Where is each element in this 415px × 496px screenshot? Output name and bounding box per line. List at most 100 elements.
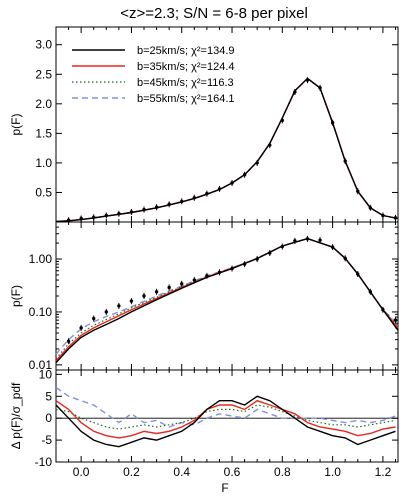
legend-label-b25: b=25km/s; χ²=134.9: [137, 45, 235, 57]
y-tick-label: 0.01: [29, 358, 53, 372]
x-axis-label: F: [221, 481, 228, 495]
data-point: [205, 274, 209, 278]
data-point: [356, 272, 360, 276]
data-point: [180, 282, 184, 286]
series-b35-line: [55, 237, 399, 362]
y-tick-label: -10: [35, 455, 53, 469]
y-tick-label: 5: [45, 389, 52, 403]
data-point: [117, 304, 121, 308]
x-tick-label: 1.0: [324, 465, 341, 479]
data-point: [129, 299, 134, 303]
y-tick-label: 10: [39, 367, 53, 381]
data-point: [154, 290, 159, 294]
data-point: [154, 205, 159, 209]
series-b45-residual: [55, 404, 396, 430]
x-tick-label: 0.0: [73, 465, 90, 479]
data-point: [104, 310, 108, 314]
data-point: [255, 161, 259, 165]
y-tick-label: 1.00: [29, 252, 53, 266]
y-tick-label: 3.0: [35, 38, 52, 52]
data-point: [393, 216, 398, 220]
y-tick-label: 1.0: [35, 156, 52, 170]
data-point: [92, 316, 96, 321]
x-tick-label: 1.2: [375, 465, 392, 479]
y-tick-label: 0.5: [35, 185, 52, 199]
x-tick-label: 0.8: [274, 465, 291, 479]
y-tick-label: 1.5: [35, 126, 52, 140]
data-point: [318, 238, 322, 242]
data-point: [318, 86, 322, 90]
data-point: [192, 196, 197, 200]
data-point: [381, 213, 385, 218]
series-b45-line: [55, 237, 399, 360]
data-point: [205, 191, 209, 196]
data-point: [66, 218, 71, 222]
data-point: [79, 326, 83, 330]
axes-frame: [55, 221, 399, 371]
legend: b=25km/s; χ²=134.9 b=35km/s; χ²=124.4 b=…: [72, 45, 235, 105]
y-tick-label: 2.5: [35, 67, 52, 81]
data-point: [293, 90, 297, 94]
series-b25-line: [55, 237, 399, 364]
data-point: [92, 215, 96, 219]
data-point: [242, 262, 247, 266]
data-point: [305, 78, 310, 82]
x-tick-label: 0.6: [224, 465, 241, 479]
data-point: [330, 245, 335, 249]
data-point: [79, 216, 83, 221]
data-point: [343, 256, 347, 261]
series-b55-residual: [55, 386, 396, 428]
panel-bottom: 0.0 0.2 0.4 0.6 0.8 1.0 1.2 -10 -5 0 5 10 Δ p(F)/σ_p…: [9, 367, 399, 479]
x-tick-label: 0.4: [173, 465, 190, 479]
y-tick-label: 2.0: [35, 97, 52, 111]
y-tick-label: -5: [41, 433, 52, 447]
panel-middle: 0.01 0.10 1.00 p(F): [9, 221, 399, 372]
series-b35-residual: [55, 399, 396, 439]
chart-title: <z>=2.3; S/N = 6-8 per pixel: [120, 5, 308, 22]
data-point: [268, 143, 272, 147]
data-point: [368, 206, 373, 210]
data-point: [381, 308, 385, 312]
data-point: [167, 285, 171, 290]
data-point: [192, 278, 197, 282]
data-point: [230, 266, 234, 271]
data-point: [356, 189, 360, 193]
data-point: [368, 290, 373, 294]
series-b55-line: [55, 237, 399, 355]
legend-label-b35: b=35km/s; χ²=124.4: [137, 61, 235, 73]
data-point: [293, 239, 297, 243]
data-point: [255, 257, 259, 261]
data-point: [66, 339, 71, 343]
data-point: [305, 237, 310, 241]
data-point: [180, 199, 184, 204]
axes-frame: [55, 369, 399, 463]
data-point: [167, 202, 171, 206]
legend-label-b45: b=45km/s; χ²=116.3: [137, 77, 234, 89]
data-point: [280, 244, 285, 249]
data-point: [230, 181, 234, 185]
data-point: [242, 173, 247, 177]
y-axis-label-middle: p(F): [9, 285, 23, 307]
data-point: [280, 118, 285, 123]
series-b25-line: [55, 77, 399, 223]
data-point: [343, 159, 347, 163]
data-point: [268, 251, 272, 255]
data-point: [117, 212, 121, 216]
data-point: [142, 207, 146, 212]
data-point: [393, 318, 398, 322]
series-b25-residual: [55, 395, 396, 448]
data-point: [104, 213, 108, 218]
panel-top: 0.5 1.0 1.5 2.0 2.5 3.0 p(F): [9, 26, 399, 224]
data-point: [217, 270, 222, 275]
data-point: [129, 210, 134, 214]
data-point: [217, 187, 222, 191]
y-axis-label-bottom: Δ p(F)/σ_pdf: [9, 382, 23, 449]
legend-label-b55: b=55km/s; χ²=164.1: [137, 93, 235, 105]
y-tick-label: 0.10: [29, 305, 53, 319]
data-point: [330, 121, 335, 125]
x-tick-label: 0.2: [123, 465, 140, 479]
y-tick-label: 0: [45, 411, 52, 425]
data-point: [142, 294, 146, 298]
y-axis-label-top: p(F): [9, 114, 23, 136]
